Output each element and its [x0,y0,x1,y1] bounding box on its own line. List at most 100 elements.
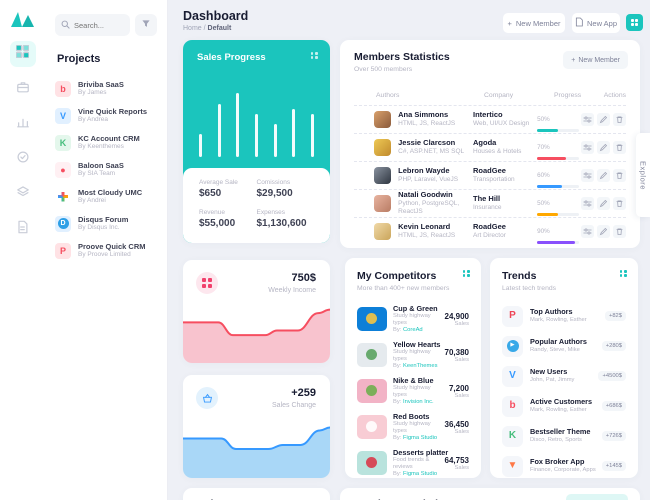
edit-button[interactable] [597,113,611,126]
plus-icon: + [507,18,512,28]
competitor-author-link[interactable]: CoreAd [403,327,423,334]
edit-button[interactable] [597,169,611,182]
company-name: RoadGee [473,166,506,176]
trend-item[interactable]: b Active Customers Mark, Rowling, Esther… [502,391,626,421]
project-name: Baloon SaaS [78,160,124,170]
file-icon [575,17,583,29]
competitor-desc: Food trends & reviews [393,456,430,470]
competitor-thumbnail [357,307,387,331]
trend-badge: +82$ [604,311,626,321]
sales-change-card: +259 Sales Change [183,375,330,478]
project-item-briviba[interactable]: b Briviba SaaS By James [55,75,157,102]
avatar [374,139,392,156]
sales-change-label: Sales Change [272,402,316,409]
progress-bar [537,240,580,244]
edit-button[interactable] [597,225,611,238]
project-item-kc[interactable]: K KC Account CRM By Keenthemes [55,129,157,156]
card-menu-icon[interactable] [462,270,471,278]
project-item-vine[interactable]: V Vine Quick Reports By Andrea [55,102,157,129]
breadcrumb[interactable]: Home / Default [183,25,231,32]
dashboard-grid-icon [15,44,30,63]
search-input[interactable] [74,20,124,30]
rail-item-docs[interactable] [10,216,36,242]
project-icon-baloon: ● [55,161,71,178]
author-name[interactable]: Ana Simmons [398,110,449,120]
page-title: Dashboard [183,9,249,23]
filter-button[interactable] [135,14,157,36]
search-box[interactable] [55,14,130,36]
edit-button[interactable] [597,141,611,154]
rail-item-projects[interactable] [10,76,36,102]
trend-item[interactable]: V New Users John, Pat, Jimmy +4500$ [502,361,626,391]
project-item-proove[interactable]: P Proove Quick CRM By Proove Limited [55,237,157,264]
delete-button[interactable] [613,197,627,210]
delete-button[interactable] [613,141,627,154]
competitor-item[interactable]: Red Boots Study highway types By: Figma … [357,409,469,445]
delete-button[interactable] [613,113,627,126]
avatar [374,167,392,184]
trend-item[interactable]: K Bestseller Theme Disco, Retro, Sports … [502,421,626,451]
trend-item[interactable]: ▶ Popular Authors Randy, Steve, Mike +28… [502,331,626,361]
author-name[interactable]: Lebron Wayde [398,166,450,176]
rail-item-dashboard[interactable] [9,41,36,67]
new-member-button[interactable]: + New Member [503,13,565,33]
trend-item[interactable]: P Top Authors Mark, Rowling, Esther +82$ [502,301,626,331]
project-item-disqus[interactable]: D Disqus Forum By Disqus Inc. [55,210,157,237]
delete-button[interactable] [613,169,627,182]
delete-button[interactable] [613,225,627,238]
members-title-2: Members Statistics [354,498,626,500]
trend-badge: +726$ [601,431,626,441]
trends-card: Trends Latest tech trends P Top Authors … [490,258,638,478]
project-icon-mostcloudy [55,189,71,205]
project-author: By James [78,89,107,97]
project-author: By Proove Limited [78,251,131,259]
new-app-button[interactable]: New App [572,13,620,33]
rail-item-layers[interactable] [10,181,36,207]
settings-button[interactable] [581,141,595,154]
competitor-author-link[interactable]: Figma Studio [403,435,438,442]
progress-bar [537,128,580,132]
author-skills: HTML, JS, ReactJS [398,232,456,240]
project-author: By Andrei [78,197,106,205]
trend-item[interactable]: ▼ Fox Broker App Finance, Corporate, App… [502,451,626,481]
edit-button[interactable] [597,197,611,210]
card-menu-icon[interactable] [619,270,628,278]
settings-button[interactable] [581,225,595,238]
author-skills: PHP, Laravel, VueJS [398,176,459,184]
members-title: Members Statistics [354,51,450,63]
competitor-author-link[interactable]: KeenThemes [403,363,438,370]
breadcrumb-home[interactable]: Home [183,25,202,32]
project-item-baloon[interactable]: ● Baloon SaaS By SIA Team [55,156,157,183]
rail-item-reports[interactable] [10,111,36,137]
weekly-income-value: 750$ [291,272,316,284]
settings-button[interactable] [581,113,595,126]
author-name[interactable]: Natali Goodwin [398,190,453,200]
quick-actions-button[interactable] [626,14,643,31]
card-menu-icon[interactable] [310,52,319,60]
competitor-author-link[interactable]: Invision Inc. [403,399,434,406]
rail-item-tasks[interactable] [10,146,36,172]
project-name: Disqus Forum [78,214,129,224]
settings-button[interactable] [581,169,595,182]
author-name[interactable]: Jessie Clarcson [398,138,456,148]
partial-button[interactable] [566,494,628,500]
project-icon-disqus: D [55,215,71,232]
competitor-thumbnail [357,415,387,439]
project-item-mostcloudy[interactable]: Most Cloudy UMC By Andrei [55,183,157,210]
app-logo[interactable] [10,10,35,32]
progress-bar [537,156,580,160]
company-field: Art Director [473,232,506,240]
explore-tab[interactable]: Explore [636,133,650,217]
competitor-item[interactable]: Yellow Hearts Study highway types By: Ke… [357,337,469,373]
author-name[interactable]: Kevin Leonard [398,222,451,232]
competitor-item[interactable]: Nike & Blue Study highway types By: Invi… [357,373,469,409]
competitor-author-link[interactable]: Figma Studio [403,471,438,478]
competitor-item[interactable]: Cup & Green Study highway types By: Core… [357,301,469,337]
trend-logo-pinterest: P [502,305,523,327]
sales-progress-card: Sales Progress Average Sale $650 Comissi… [183,40,330,243]
members-new-member-button[interactable]: + New Member [563,51,628,69]
settings-button[interactable] [581,197,595,210]
competitor-item[interactable]: Desserts platter Food trends & reviews B… [357,445,469,481]
weekly-income-card: 750$ Weekly Income [183,260,330,363]
column-header-progress: Progress [554,91,582,99]
